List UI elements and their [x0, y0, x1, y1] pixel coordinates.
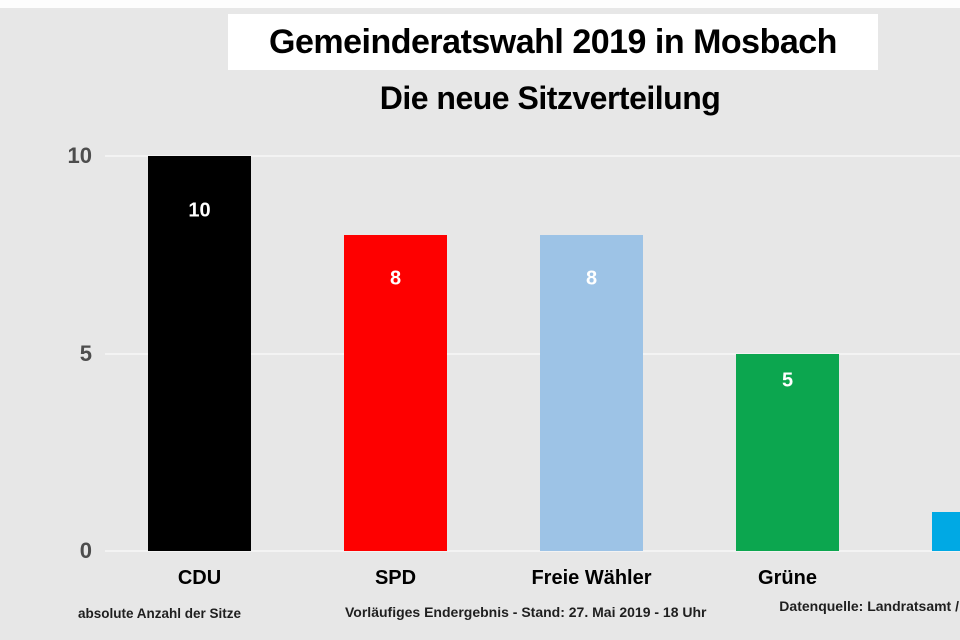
x-axis-label-Freie Wähler: Freie Wähler	[531, 567, 652, 589]
gridline-0	[105, 550, 960, 552]
chart-subtitle: Die neue Sitzverteilung	[379, 80, 721, 116]
x-axis-label-CDU: CDU	[177, 567, 222, 589]
footer-note-source: Datenquelle: Landratsamt /	[779, 598, 959, 614]
bar-value-SPD: 8	[389, 267, 402, 290]
bar-value-Freie Wähler: 8	[585, 267, 598, 290]
gridline-5	[105, 352, 960, 355]
chart-title: Gemeinderatswahl 2019 in Mosbach	[228, 14, 878, 70]
y-axis-tick-0: 0	[79, 538, 92, 563]
x-axis-label-SPD: SPD	[374, 567, 417, 589]
bar-CDU	[148, 156, 251, 551]
gridline-10	[105, 155, 960, 157]
bar-Freie Wähler	[540, 235, 643, 551]
bar-value-Grüne: 5	[781, 369, 794, 392]
top-white-strip	[0, 0, 960, 8]
y-axis-tick-10: 10	[67, 143, 92, 168]
x-axis-label-Grüne: Grüne	[758, 567, 817, 589]
footer-note-status: Vorläufiges Endergebnis - Stand: 27. Mai…	[345, 604, 707, 620]
bar-SPD	[344, 235, 447, 551]
footer-note-seats: absolute Anzahl der Sitze	[78, 606, 242, 621]
bar-Grüne	[736, 353, 839, 551]
y-axis-tick-5: 5	[79, 340, 92, 366]
bar-value-CDU: 10	[188, 199, 211, 222]
bar-clipped	[932, 511, 960, 551]
